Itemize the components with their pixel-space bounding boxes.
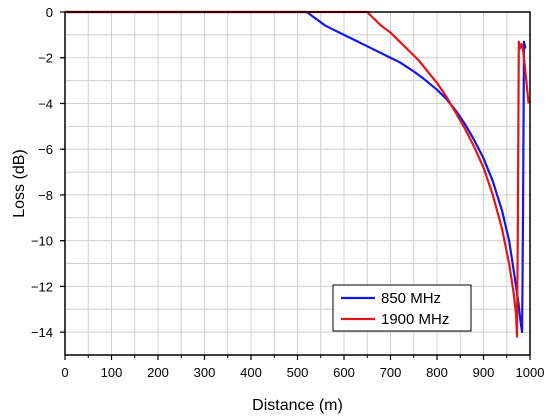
y-tick-label: −14	[31, 325, 53, 340]
x-tick-label: 500	[287, 365, 309, 380]
axis-ticks: 0 100 200 300 400 500 600 700 800 900 1000 0 −2 −4 −6 −…	[31, 5, 545, 380]
x-tick-label: 900	[473, 365, 495, 380]
x-tick-label: 400	[240, 365, 262, 380]
x-tick-label: 1000	[516, 365, 545, 380]
y-tick-label: −12	[31, 279, 53, 294]
x-tick-label: 300	[194, 365, 216, 380]
legend-box	[332, 284, 472, 332]
x-tick-label: 0	[61, 365, 68, 380]
x-axis-title: Distance (m)	[252, 397, 343, 414]
x-tick-label: 800	[426, 365, 448, 380]
legend-label-850mhz: 850 MHz	[381, 290, 441, 307]
legend-label-1900mhz: 1900 MHz	[381, 311, 449, 328]
y-tick-label: −4	[38, 96, 53, 111]
x-tick-label: 600	[333, 365, 355, 380]
y-tick-label: 0	[46, 5, 53, 20]
x-tick-label: 700	[380, 365, 402, 380]
y-tick-label: −2	[38, 51, 53, 66]
x-tick-label: 100	[101, 365, 123, 380]
y-tick-label: −8	[38, 188, 53, 203]
legend: 850 MHz 1900 MHz	[332, 284, 472, 332]
x-tick-label: 200	[147, 365, 169, 380]
y-tick-label: −10	[31, 234, 53, 249]
y-axis-title: Loss (dB)	[11, 149, 28, 217]
y-tick-label: −6	[38, 142, 53, 157]
